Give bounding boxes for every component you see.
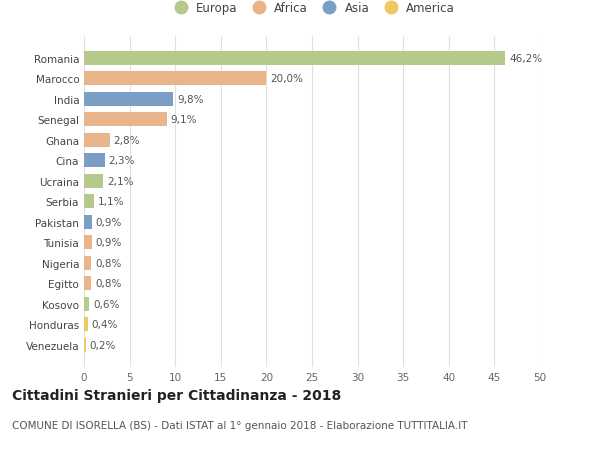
- Text: 0,2%: 0,2%: [89, 340, 116, 350]
- Text: 2,1%: 2,1%: [107, 177, 133, 186]
- Text: 9,1%: 9,1%: [170, 115, 197, 125]
- Text: 20,0%: 20,0%: [270, 74, 303, 84]
- Text: 0,4%: 0,4%: [91, 320, 118, 330]
- Text: 0,6%: 0,6%: [93, 299, 119, 309]
- Bar: [84, 318, 88, 332]
- Bar: [84, 154, 105, 168]
- Bar: [84, 174, 103, 189]
- Bar: [84, 72, 266, 86]
- Text: 0,9%: 0,9%: [96, 238, 122, 248]
- Text: COMUNE DI ISORELLA (BS) - Dati ISTAT al 1° gennaio 2018 - Elaborazione TUTTITALI: COMUNE DI ISORELLA (BS) - Dati ISTAT al …: [12, 420, 467, 430]
- Text: 9,8%: 9,8%: [177, 95, 203, 105]
- Text: 2,3%: 2,3%: [109, 156, 135, 166]
- Text: 0,8%: 0,8%: [95, 258, 121, 269]
- Text: 0,8%: 0,8%: [95, 279, 121, 289]
- Bar: [84, 93, 173, 106]
- Text: 0,9%: 0,9%: [96, 218, 122, 227]
- Bar: [84, 277, 91, 291]
- Bar: [84, 257, 91, 270]
- Bar: [84, 113, 167, 127]
- Bar: [84, 134, 110, 147]
- Text: 2,8%: 2,8%: [113, 135, 140, 146]
- Bar: [84, 236, 92, 250]
- Text: 1,1%: 1,1%: [98, 197, 124, 207]
- Bar: [84, 338, 86, 352]
- Text: 46,2%: 46,2%: [509, 54, 542, 64]
- Bar: [84, 215, 92, 230]
- Bar: [84, 52, 505, 66]
- Text: Cittadini Stranieri per Cittadinanza - 2018: Cittadini Stranieri per Cittadinanza - 2…: [12, 388, 341, 402]
- Bar: [84, 297, 89, 311]
- Legend: Europa, Africa, Asia, America: Europa, Africa, Asia, America: [167, 0, 457, 17]
- Bar: [84, 195, 94, 209]
